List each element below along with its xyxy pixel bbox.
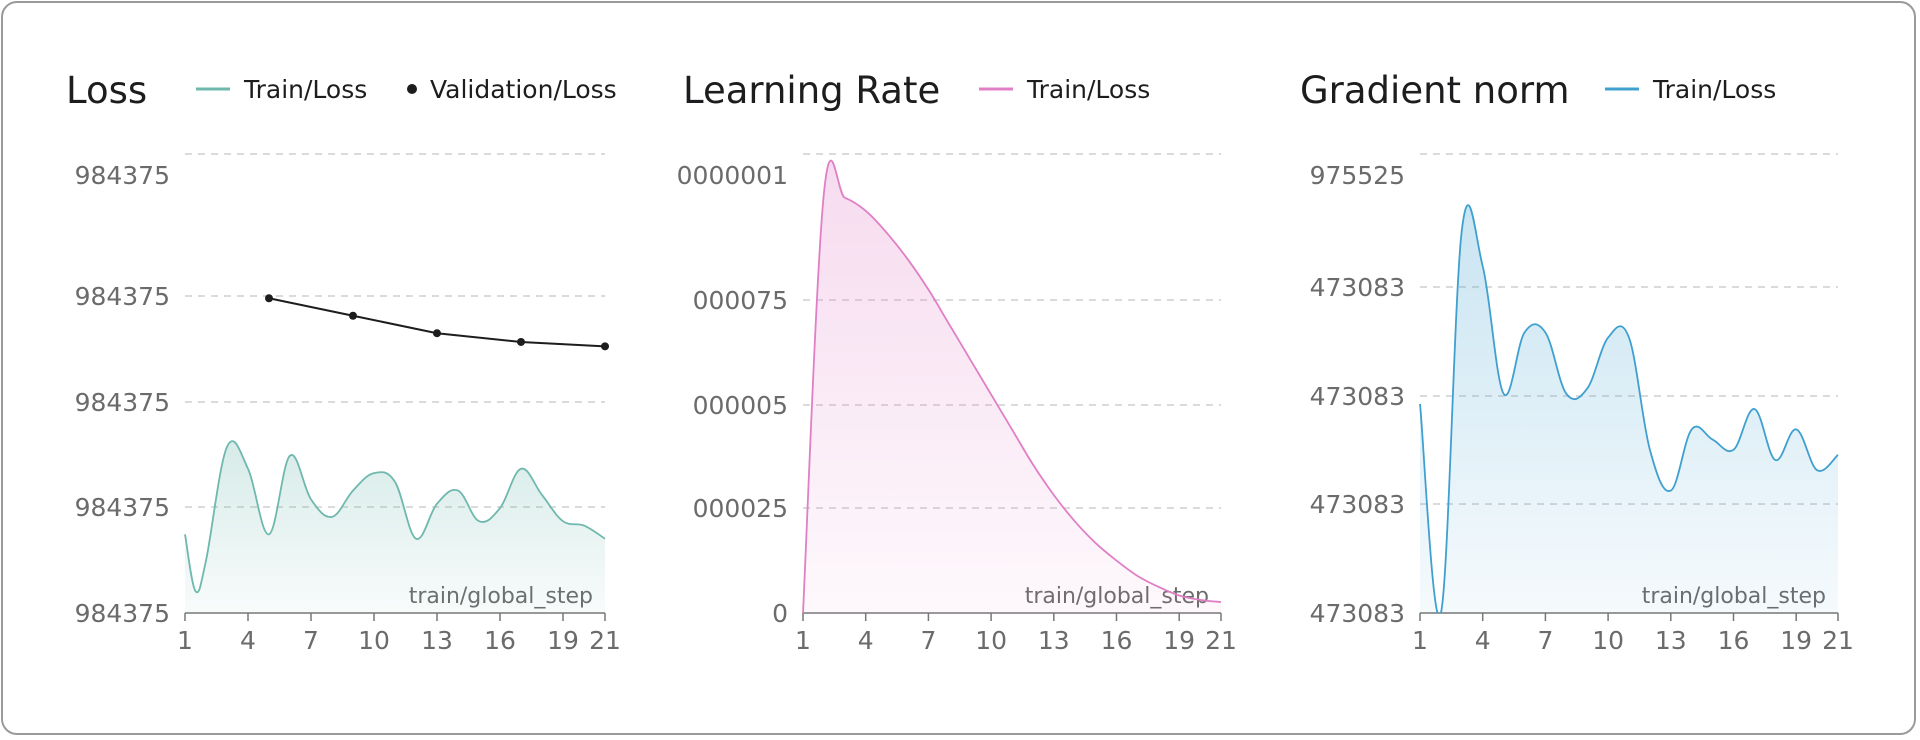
series-line [268, 297, 606, 348]
x-tick-label: 16 [1718, 626, 1750, 655]
y-tick-label: 984375 [75, 282, 170, 311]
y-tick-label: 0000001 [677, 161, 788, 190]
x-tick-label: 21 [1205, 626, 1237, 655]
y-tick-label: 000005 [693, 391, 788, 420]
y-tick-label: 984375 [75, 161, 170, 190]
y-tick-label: 984375 [75, 493, 170, 522]
data-point [433, 329, 441, 338]
x-tick-label: 21 [1822, 626, 1854, 655]
x-tick-label: 1 [795, 626, 811, 655]
x-tick-label: 10 [975, 626, 1007, 655]
series-area [1420, 205, 1838, 613]
chart-title: Learning Rate [683, 69, 940, 112]
legend-label: Train/Loss [1026, 75, 1150, 104]
data-point [349, 311, 357, 320]
x-tick-label: 7 [1537, 626, 1553, 655]
y-tick-label: 000075 [693, 286, 788, 315]
x-tick-label: 19 [547, 626, 579, 655]
x-tick-label: 4 [1475, 626, 1491, 655]
series-line [184, 440, 606, 594]
x-tick-label: 7 [920, 626, 936, 655]
x-tick-label: 4 [858, 626, 874, 655]
y-tick-label: 000025 [693, 494, 788, 523]
legend-label: Train/Loss [243, 75, 367, 104]
series-area [803, 160, 1221, 613]
data-point [265, 294, 273, 303]
x-tick-label: 4 [240, 626, 256, 655]
data-point [601, 342, 609, 351]
x-tick-label: 13 [421, 626, 453, 655]
x-tick-label: 7 [303, 626, 319, 655]
y-tick-label: 473083 [1310, 599, 1405, 628]
legend-label: Train/Loss [1652, 75, 1776, 104]
y-tick-label: 975525 [1310, 161, 1405, 190]
x-tick-label: 16 [1101, 626, 1133, 655]
legend-marker [407, 84, 417, 94]
chart-panel-1: Loss Train/Loss Validation/Loss 984375 98437… [66, 69, 621, 655]
x-tick-label: 10 [1592, 626, 1624, 655]
y-tick-label: 473083 [1310, 382, 1405, 411]
y-tick-label: 0 [772, 599, 788, 628]
legend-label: Validation/Loss [430, 75, 617, 104]
chart-title: Loss [66, 69, 147, 112]
series-line [802, 159, 1222, 613]
x-tick-label: 10 [358, 626, 390, 655]
x-tick-label: 19 [1163, 626, 1195, 655]
x-tick-label: 21 [589, 626, 621, 655]
chart-panel-3: Gradient norm Train/Loss 473083 473083 47308… [1300, 69, 1854, 655]
x-tick-label: 13 [1655, 626, 1687, 655]
x-tick-label: 1 [177, 626, 193, 655]
y-tick-label: 473083 [1310, 273, 1405, 302]
x-tick-label: 16 [484, 626, 516, 655]
x-tick-label: 1 [1412, 626, 1428, 655]
y-tick-label: 984375 [75, 388, 170, 417]
chart-title: Gradient norm [1300, 69, 1570, 112]
series-line [1419, 204, 1839, 613]
x-tick-label: 19 [1780, 626, 1812, 655]
series-area [185, 441, 605, 613]
y-tick-label: 473083 [1310, 490, 1405, 519]
chart-panel-2: Learning Rate Train/Loss 0 000025 000005 0000… [677, 69, 1237, 655]
y-tick-label: 984375 [75, 599, 170, 628]
data-point [517, 337, 525, 346]
x-tick-label: 13 [1038, 626, 1070, 655]
